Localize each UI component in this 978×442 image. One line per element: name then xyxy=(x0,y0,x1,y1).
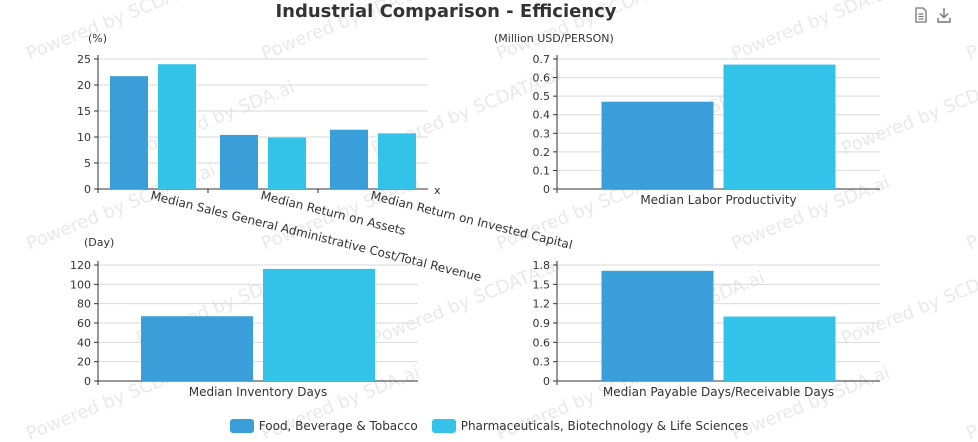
y-tick-label: 0.4 xyxy=(533,109,551,122)
y-tick-label: 15 xyxy=(77,105,91,118)
y-tick-label: 60 xyxy=(77,317,91,330)
y-tick-label: 0.6 xyxy=(533,336,551,349)
bar xyxy=(723,316,836,381)
y-axis-label: (%) xyxy=(88,32,107,45)
bar xyxy=(268,137,306,189)
x-tick-label: Median Labor Productivity xyxy=(640,193,796,207)
y-tick-label: 80 xyxy=(77,298,91,311)
bar xyxy=(723,64,836,189)
x-axis-name: x xyxy=(434,184,441,197)
bar xyxy=(220,134,258,189)
y-tick-label: 1.5 xyxy=(533,278,551,291)
bar xyxy=(378,133,416,189)
y-tick-label: 1.8 xyxy=(533,259,551,272)
legend-item-pharmaceuticals[interactable]: Pharmaceuticals, Biotechnology & Life Sc… xyxy=(431,419,749,433)
chart-title: Industrial Comparison - Efficiency xyxy=(275,1,617,22)
y-tick-label: 0.3 xyxy=(533,127,551,140)
chart-panel-4: 0 0.3 0.6 0.9 1.2 1.5 1.8 Median Payable Days/R… xyxy=(533,259,880,399)
y-tick-label: 10 xyxy=(77,131,91,144)
y-tick-label: 0.5 xyxy=(533,90,551,103)
bar xyxy=(141,316,253,381)
y-tick-label: 0.2 xyxy=(533,146,551,159)
y-tick-label: 20 xyxy=(77,356,91,369)
y-tick-label: 25 xyxy=(77,53,91,66)
bar xyxy=(110,76,148,189)
x-tick-label: Median Payable Days/Receivable Days xyxy=(603,385,834,399)
legend-swatch xyxy=(229,419,254,433)
y-tick-label: 5 xyxy=(84,157,91,170)
y-tick-label: 0.3 xyxy=(533,356,551,369)
y-tick-label: 0.7 xyxy=(533,53,551,66)
bar xyxy=(263,268,375,381)
y-axis-label: (Day) xyxy=(84,236,114,249)
chart-panel-3: 0 20 40 60 80 100 120 (Day) Median Inventory Day… xyxy=(70,236,418,399)
y-tick-label: 100 xyxy=(70,278,91,291)
bar xyxy=(601,270,714,381)
legend-swatch xyxy=(431,419,456,433)
y-tick-label: 0.1 xyxy=(533,164,551,177)
legend-label: Pharmaceuticals, Biotechnology & Life Sc… xyxy=(460,419,749,433)
y-tick-label: 0 xyxy=(84,375,91,388)
bar xyxy=(158,64,196,189)
download-icon[interactable] xyxy=(935,6,953,24)
y-tick-label: 0.9 xyxy=(533,317,551,330)
y-tick-label: 0 xyxy=(84,183,91,196)
y-tick-label: 1.2 xyxy=(533,298,551,311)
y-tick-label: 120 xyxy=(70,259,91,272)
bar xyxy=(601,101,714,189)
legend: Food, Beverage & Tobacco Pharmaceuticals… xyxy=(0,419,978,433)
x-tick-label: Median Return on Invested Capital xyxy=(369,188,574,252)
y-tick-label: 0 xyxy=(543,183,550,196)
y-axis-label: (Million USD/PERSON) xyxy=(494,32,614,45)
y-tick-label: 40 xyxy=(77,336,91,349)
legend-item-food-beverage-tobacco[interactable]: Food, Beverage & Tobacco xyxy=(229,419,418,433)
y-tick-label: 0 xyxy=(543,375,550,388)
y-tick-label: 20 xyxy=(77,79,91,92)
data-view-icon[interactable] xyxy=(912,6,930,24)
bar xyxy=(330,129,368,189)
chart-panel-2: 0 0.1 0.2 0.3 0.4 0.5 0.6 0.7 (Million USD/PERSO… xyxy=(494,32,880,207)
legend-label: Food, Beverage & Tobacco xyxy=(258,419,418,433)
y-tick-label: 0.6 xyxy=(533,72,551,85)
x-tick-label: Median Inventory Days xyxy=(189,385,328,399)
